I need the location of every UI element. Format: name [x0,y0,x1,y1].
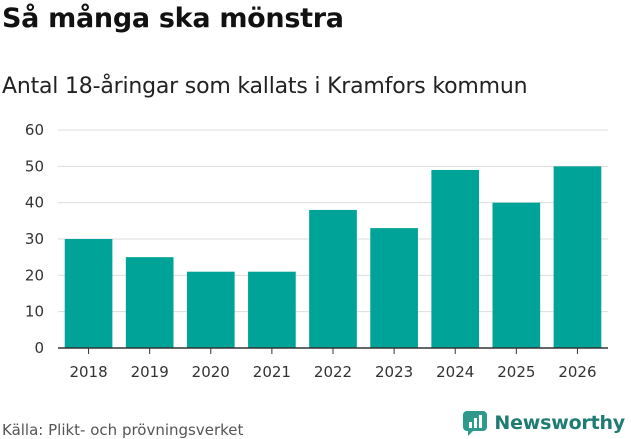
y-tick-label: 60 [25,121,44,139]
bar-2019 [125,257,174,348]
bar-2026 [553,166,602,348]
bar-2018 [64,239,113,348]
y-tick-label: 30 [25,230,44,248]
x-tick-label: 2026 [558,363,596,381]
y-tick-label: 40 [25,194,44,212]
source-note: Källa: Plikt- och prövningsverket [2,421,244,439]
x-tick-label: 2023 [375,363,413,381]
x-tick-label: 2025 [497,363,535,381]
chart-title: Så många ska mönstra [2,3,344,34]
bar-2023 [370,228,418,348]
y-tick-label: 50 [25,157,44,175]
bar-2022 [309,209,357,348]
x-axis-ticks: 2018 2019 2020 2021 2022 2023 2024 2025 2026 [69,348,597,381]
bar-2024 [431,169,480,348]
newsworthy-logo-icon [463,411,488,436]
x-tick-label: 2018 [69,363,107,381]
chart-subtitle: Antal 18-åringar som kallats i Kramfors … [2,74,528,99]
x-tick-label: 2021 [253,363,291,381]
bar-2021 [248,271,296,348]
x-tick-label: 2020 [192,363,230,381]
x-tick-label: 2024 [436,363,474,381]
y-axis-ticks: 0 10 20 30 40 50 60 [25,121,44,357]
y-tick-label: 10 [25,303,44,321]
x-tick-label: 2019 [131,363,169,381]
brand-logo: Newsworthy [462,409,625,437]
y-tick-label: 20 [25,266,44,284]
bars [64,166,602,348]
brand-name: Newsworthy [494,412,625,434]
bar-2025 [492,202,541,348]
x-tick-label: 2022 [314,363,352,381]
bar-2020 [186,271,235,348]
y-tick-label: 0 [34,339,44,357]
